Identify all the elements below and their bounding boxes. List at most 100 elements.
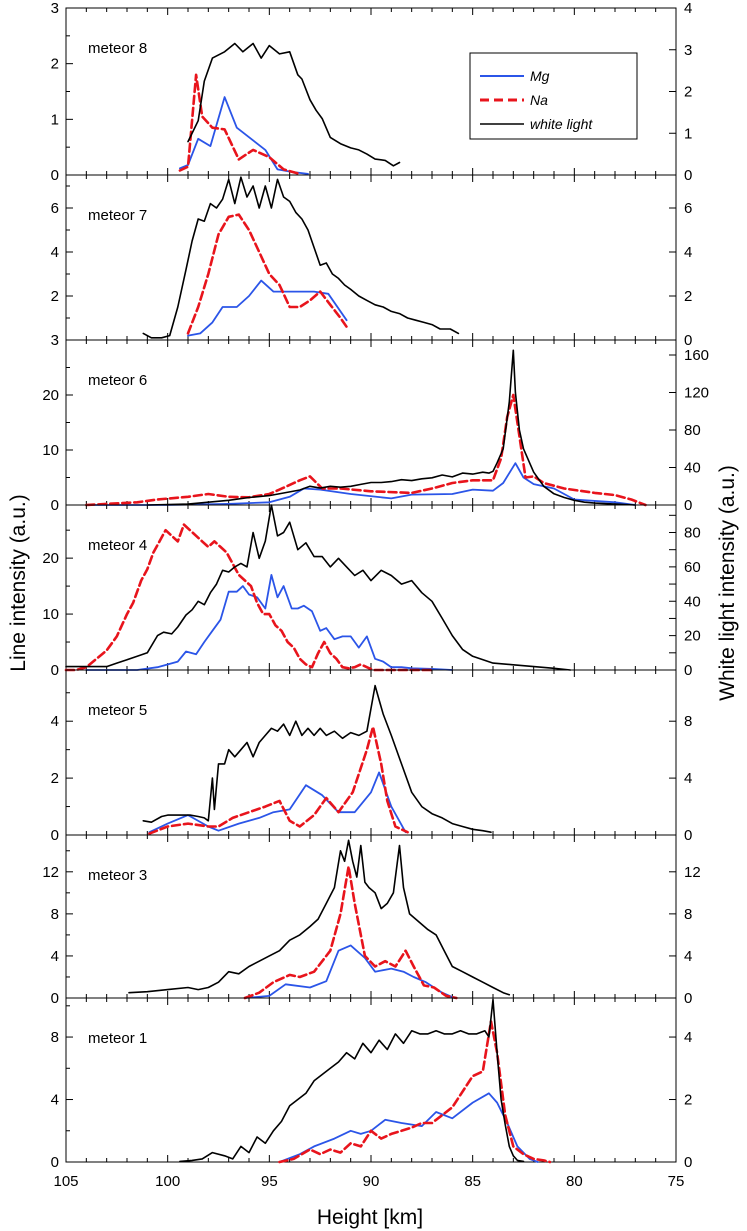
y-tick-label-left: 6 <box>51 200 59 217</box>
y-tick-label-left: 1 <box>51 111 59 128</box>
y-tick-label-right: 0 <box>684 332 692 349</box>
y-tick-label-left: 2 <box>51 56 59 73</box>
series-Na-line <box>243 865 458 1000</box>
panel-label: meteor 5 <box>88 702 147 719</box>
y-tick-label-left: 0 <box>51 662 59 679</box>
y-tick-label-right: 80 <box>684 422 701 439</box>
y-tick-label-left: 4 <box>51 948 59 965</box>
y-tick-label-left: 4 <box>51 244 59 261</box>
y-tick-label-right: 4 <box>684 0 692 17</box>
legend-label-na: Na <box>530 92 548 108</box>
panel-frame <box>65 339 677 506</box>
series-white-light-line <box>179 998 525 1163</box>
series-white-light-line <box>65 504 572 671</box>
y-tick-label-right: 160 <box>684 347 709 364</box>
series-Mg-line <box>187 279 348 337</box>
x-tick-label: 105 <box>53 1173 78 1190</box>
series-Na-line <box>186 213 348 335</box>
y-tick-label-right: 2 <box>684 288 692 305</box>
y-tick-label-left: 0 <box>51 167 59 184</box>
series-white-light-line <box>142 176 460 339</box>
x-tick-label: 80 <box>566 1173 583 1190</box>
y-tick-label-left: 20 <box>42 387 59 404</box>
x-tick-label: 75 <box>668 1173 685 1190</box>
y-tick-label-left: 0 <box>51 497 59 514</box>
y-tick-label-left: 3 <box>51 332 59 349</box>
y-tick-label-left: 0 <box>51 827 59 844</box>
y-tick-label-left: 10 <box>42 442 59 459</box>
series-Mg-line <box>85 574 454 671</box>
y-axis-title-left: Line intensity (a.u.) <box>7 494 30 671</box>
y-tick-label-right: 0 <box>684 662 692 679</box>
x-axis: 105 100 95 90 85 80 75 <box>53 1173 684 1190</box>
panel-label: meteor 1 <box>88 1030 147 1047</box>
y-tick-label-left: 0 <box>51 990 59 1007</box>
legend-label-white-light: white light <box>530 116 593 132</box>
panel-frame <box>65 834 677 999</box>
y-tick-label-left: 8 <box>51 906 59 923</box>
y-tick-label-right: 60 <box>684 559 701 576</box>
panel-label: meteor 3 <box>88 867 147 884</box>
y-tick-label-right: 8 <box>684 906 692 923</box>
legend: Mg Na white light <box>469 52 638 140</box>
y-tick-label-right: 0 <box>684 827 692 844</box>
series-Mg-line <box>178 96 309 175</box>
series-Na-line <box>85 393 647 507</box>
series-Na-line <box>278 1020 552 1164</box>
y-tick-label-right: 2 <box>684 1092 692 1109</box>
series-white-light-line <box>187 42 401 167</box>
panel-label: meteor 4 <box>88 537 147 554</box>
panel-frame <box>65 174 677 341</box>
legend-label-mg: Mg <box>530 68 550 84</box>
y-tick-label-right: 40 <box>684 593 701 610</box>
y-tick-label-right: 40 <box>684 460 701 477</box>
y-tick-label-left: 0 <box>51 1154 59 1171</box>
y-tick-label-left: 10 <box>42 606 59 623</box>
y-tick-label-left: 2 <box>51 770 59 787</box>
y-tick-label-right: 0 <box>684 167 692 184</box>
y-tick-label-left: 3 <box>51 0 59 17</box>
y-tick-label-left: 20 <box>42 550 59 567</box>
panel-meteor-6: 0 10 20 0 40 80 120 160 meteor 6 <box>42 339 709 514</box>
y-tick-label-right: 0 <box>684 497 692 514</box>
y-tick-label-right: 1 <box>684 125 692 142</box>
legend-box <box>469 52 638 140</box>
y-tick-label-left: 2 <box>51 288 59 305</box>
x-tick-label: 100 <box>155 1173 180 1190</box>
series-Na-line <box>148 725 409 835</box>
panel-meteor-3: 0 4 8 12 0 4 8 12 meteor 3 <box>42 834 701 1007</box>
panel-frame <box>65 669 677 836</box>
y-tick-label-right: 20 <box>684 628 701 645</box>
series-Na-line <box>178 73 302 176</box>
panel-meteor-1: 0 4 8 0 2 4 meteor 1 <box>51 997 692 1171</box>
y-tick-label-right: 4 <box>684 244 692 261</box>
y-tick-label-left: 8 <box>51 1029 59 1046</box>
y-tick-label-right: 0 <box>684 990 692 1007</box>
x-tick-label: 85 <box>464 1173 481 1190</box>
y-tick-label-right: 0 <box>684 1154 692 1171</box>
y-tick-label-left: 12 <box>42 864 59 881</box>
y-tick-label-right: 12 <box>684 864 701 881</box>
series-Na-line <box>64 523 434 672</box>
y-tick-label-right: 6 <box>684 200 692 217</box>
x-axis-title: Height [km] <box>317 1206 423 1229</box>
series-white-light-line <box>146 349 637 506</box>
y-tick-label-left: 4 <box>51 1092 59 1109</box>
series-white-light-line <box>142 684 492 834</box>
panel-meteor-5: 0 2 4 0 4 8 meteor 5 <box>51 669 692 844</box>
y-tick-label-right: 4 <box>684 770 692 787</box>
y-tick-label-right: 80 <box>684 525 701 542</box>
y-tick-label-right: 4 <box>684 1029 692 1046</box>
y-tick-label-right: 3 <box>684 42 692 59</box>
x-tick-label: 95 <box>261 1173 278 1190</box>
y-tick-label-right: 120 <box>684 385 709 402</box>
y-tick-label-right: 4 <box>684 948 692 965</box>
y-tick-label-left: 4 <box>51 713 59 730</box>
panel-label: meteor 7 <box>88 207 147 224</box>
panel-label: meteor 8 <box>88 40 147 57</box>
x-tick-label: 90 <box>363 1173 380 1190</box>
y-tick-label-right: 2 <box>684 84 692 101</box>
panel-meteor-4: 0 10 20 0 20 40 60 80 meteor 4 <box>42 504 701 679</box>
